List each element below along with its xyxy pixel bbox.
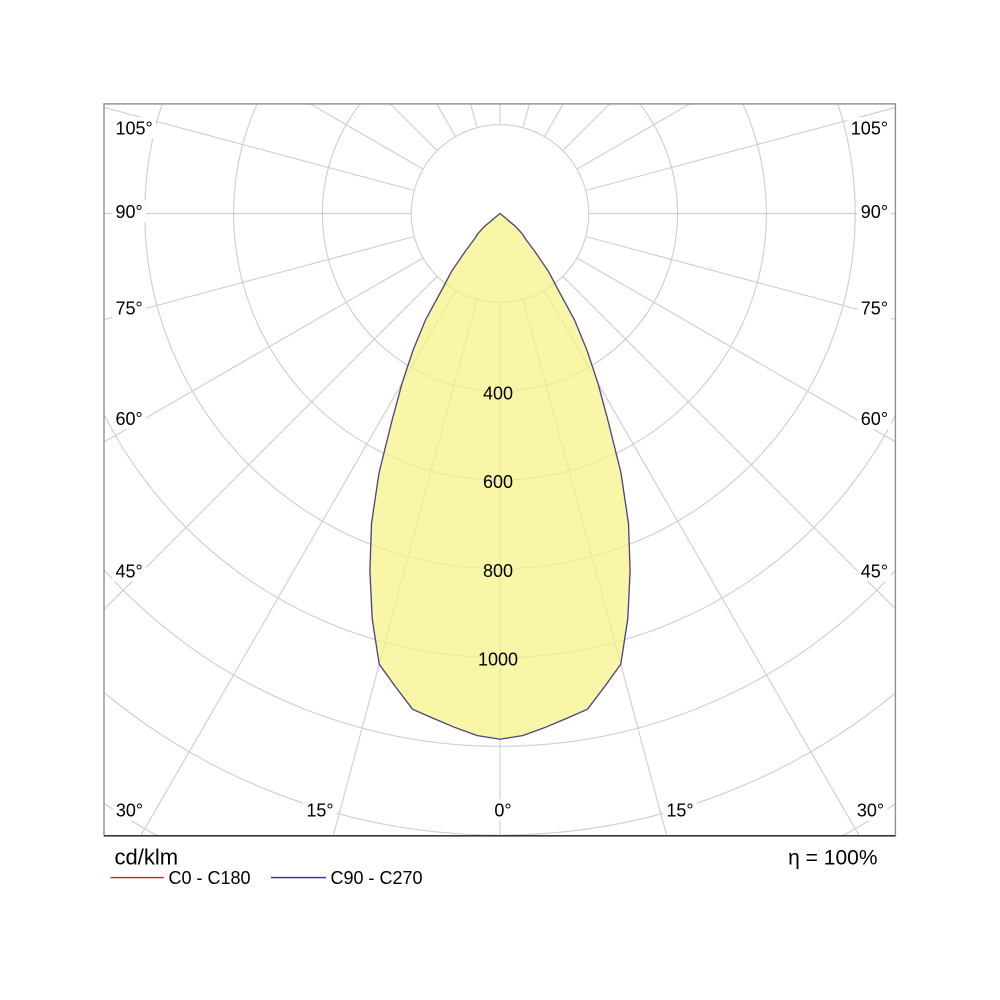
svg-text:C90 - C270: C90 - C270 <box>331 868 423 888</box>
svg-text:cd/klm: cd/klm <box>115 845 179 870</box>
svg-text:90°: 90° <box>116 202 143 222</box>
svg-text:400: 400 <box>483 383 513 403</box>
svg-text:30°: 30° <box>116 801 143 821</box>
svg-text:75°: 75° <box>116 298 143 318</box>
svg-text:60°: 60° <box>116 409 143 429</box>
svg-text:C0 - C180: C0 - C180 <box>169 868 251 888</box>
svg-text:105°: 105° <box>851 119 888 139</box>
svg-text:η = 100%: η = 100% <box>788 847 877 870</box>
svg-text:800: 800 <box>483 561 513 581</box>
svg-text:45°: 45° <box>116 561 143 581</box>
svg-text:45°: 45° <box>861 561 888 581</box>
svg-text:75°: 75° <box>861 298 888 318</box>
svg-text:60°: 60° <box>861 409 888 429</box>
svg-text:1000: 1000 <box>478 650 518 670</box>
svg-text:90°: 90° <box>861 202 888 222</box>
svg-text:0°: 0° <box>494 801 511 821</box>
svg-text:15°: 15° <box>306 801 333 821</box>
svg-text:105°: 105° <box>116 119 153 139</box>
svg-text:600: 600 <box>483 472 513 492</box>
svg-text:30°: 30° <box>857 801 884 821</box>
svg-text:15°: 15° <box>666 801 693 821</box>
